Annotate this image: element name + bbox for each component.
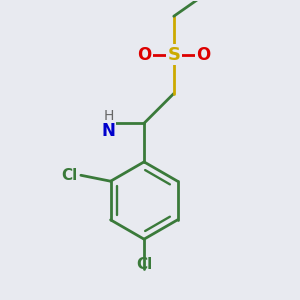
Text: Cl: Cl xyxy=(136,257,152,272)
Text: S: S xyxy=(167,46,180,64)
Text: O: O xyxy=(137,46,151,64)
Text: Cl: Cl xyxy=(61,168,78,183)
Text: O: O xyxy=(196,46,211,64)
Text: N: N xyxy=(101,122,115,140)
Text: H: H xyxy=(103,109,114,123)
